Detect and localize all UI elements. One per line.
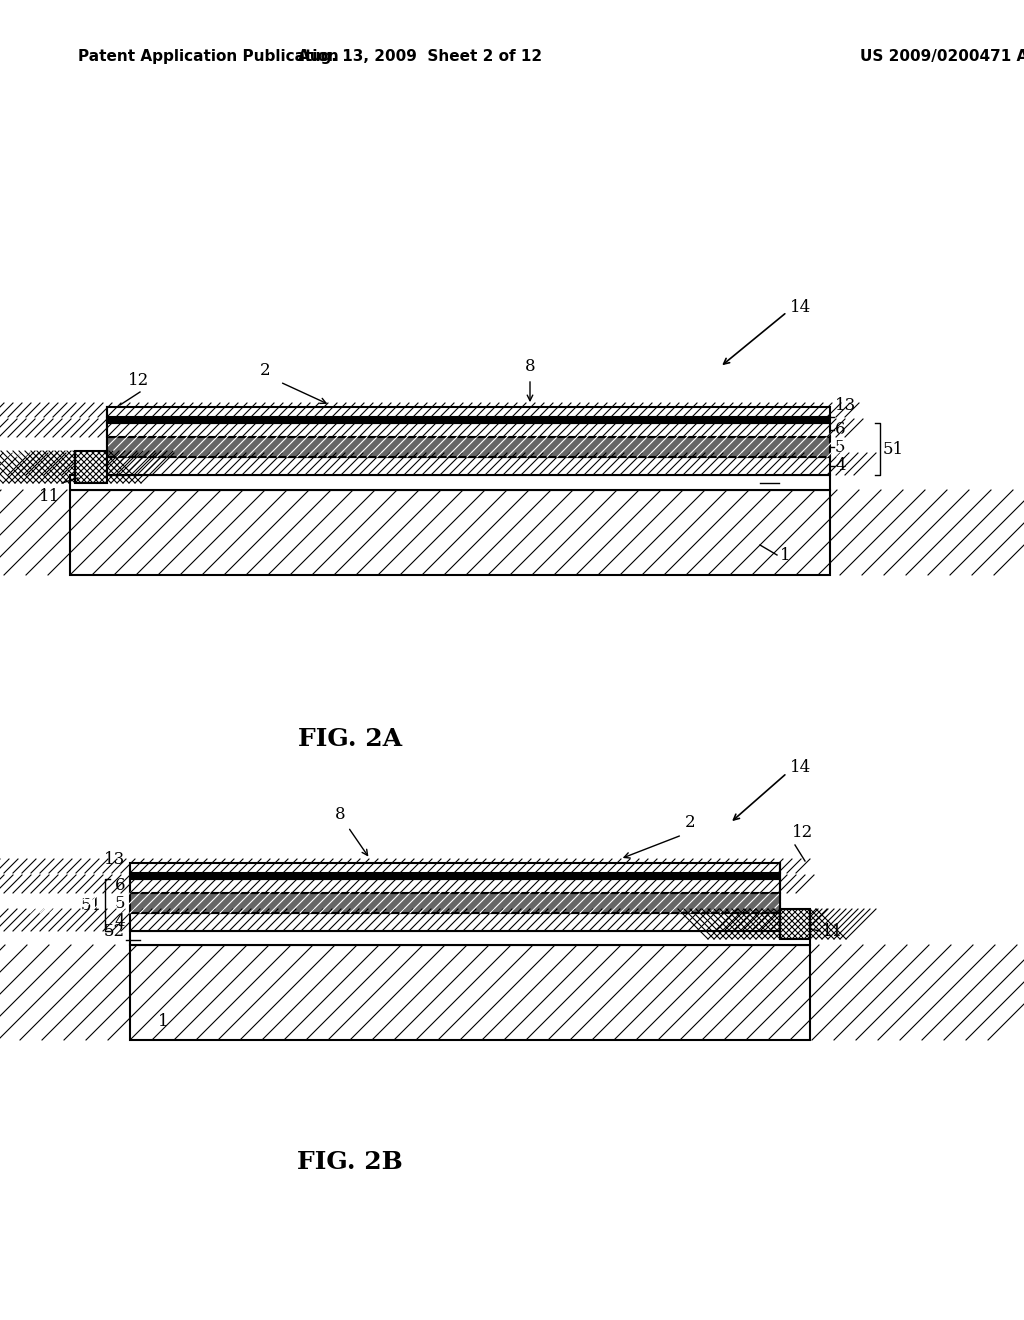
- Text: 8: 8: [335, 807, 345, 822]
- Bar: [130, 863, 780, 873]
- Bar: [130, 945, 810, 1040]
- Bar: [130, 894, 780, 913]
- Text: 6: 6: [835, 421, 846, 438]
- Bar: [130, 931, 810, 945]
- Text: 13: 13: [103, 851, 125, 869]
- Bar: [106, 437, 830, 457]
- Bar: [130, 945, 810, 1040]
- Text: FIG. 2B: FIG. 2B: [297, 1150, 402, 1173]
- Text: US 2009/0200471 A1: US 2009/0200471 A1: [860, 49, 1024, 65]
- Text: 52: 52: [780, 474, 801, 491]
- Text: 11: 11: [39, 488, 60, 506]
- Text: 4: 4: [115, 913, 125, 931]
- Text: 52: 52: [103, 923, 125, 940]
- Text: 51: 51: [81, 896, 102, 913]
- Text: 5: 5: [835, 438, 846, 455]
- Text: 13: 13: [835, 397, 856, 414]
- Text: 12: 12: [792, 824, 813, 841]
- Text: 5: 5: [115, 895, 125, 912]
- Text: Patent Application Publication: Patent Application Publication: [78, 49, 339, 65]
- Text: 14: 14: [790, 298, 811, 315]
- Text: 4: 4: [835, 458, 846, 474]
- Text: 1: 1: [780, 546, 791, 564]
- Text: 6: 6: [115, 878, 125, 895]
- Text: 14: 14: [790, 759, 811, 776]
- Text: 1: 1: [158, 1014, 169, 1031]
- Bar: [106, 417, 830, 422]
- Text: FIG. 2A: FIG. 2A: [298, 727, 402, 751]
- Text: 11: 11: [822, 923, 843, 940]
- Bar: [106, 407, 830, 417]
- Bar: [70, 475, 830, 490]
- Bar: [70, 490, 830, 576]
- Bar: [130, 873, 780, 879]
- Text: 51: 51: [883, 441, 904, 458]
- Bar: [130, 913, 780, 931]
- Bar: [75, 451, 106, 483]
- Text: Aug. 13, 2009  Sheet 2 of 12: Aug. 13, 2009 Sheet 2 of 12: [298, 49, 542, 65]
- Bar: [106, 457, 830, 475]
- Text: 12: 12: [128, 372, 150, 389]
- Bar: [130, 879, 780, 894]
- Bar: [780, 909, 810, 939]
- Text: 8: 8: [524, 358, 536, 375]
- Text: 2: 2: [260, 362, 270, 379]
- Bar: [106, 422, 830, 437]
- Text: 2: 2: [685, 814, 695, 832]
- Bar: [70, 490, 830, 576]
